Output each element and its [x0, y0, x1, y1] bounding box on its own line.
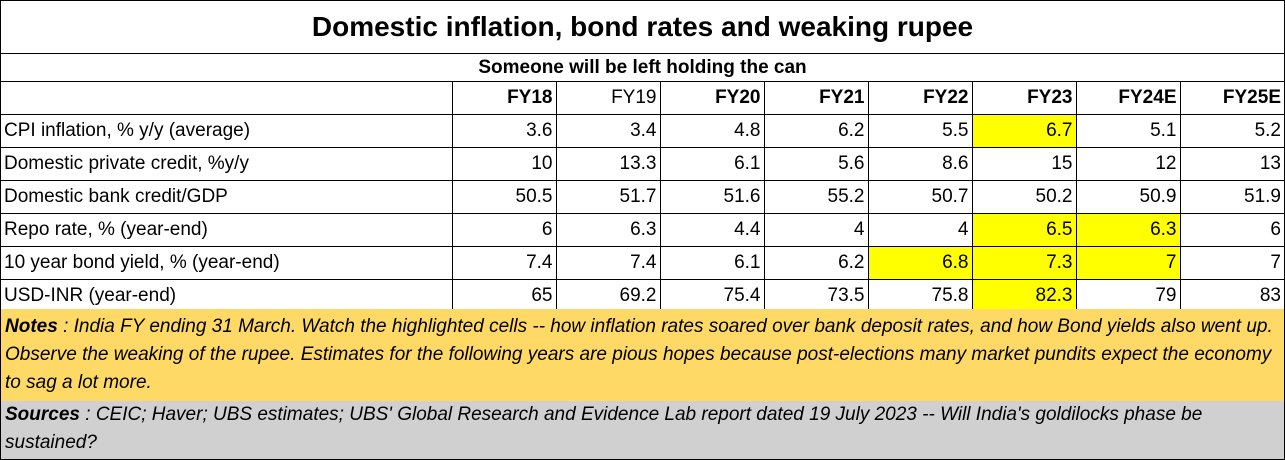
value-cell: 7.4	[451, 246, 557, 280]
header-label-cell	[1, 82, 453, 115]
column-header: FY22	[867, 82, 973, 115]
row-label: Repo rate, % (year-end)	[1, 213, 453, 247]
sources-lead: Sources	[5, 404, 80, 425]
value-cell: 51.6	[659, 180, 765, 214]
value-cell: 5.2	[1179, 114, 1284, 148]
value-cell: 13.3	[555, 147, 661, 181]
value-cell: 6.5	[971, 213, 1077, 247]
table-row: CPI inflation, % y/y (average) 3.6 3.4 4.8 6…	[1, 114, 1284, 148]
value-cell: 79	[1075, 279, 1181, 314]
table-row: USD-INR (year-end) 65 69.2 75.4 73.5 75.8 82.3…	[1, 279, 1284, 314]
value-cell: 55.2	[763, 180, 869, 214]
value-cell: 4.4	[659, 213, 765, 247]
value-cell: 69.2	[555, 279, 661, 314]
value-cell: 75.8	[867, 279, 973, 314]
table-row: 10 year bond yield, % (year-end) 7.4 7.4 6.…	[1, 246, 1284, 280]
value-cell: 50.2	[971, 180, 1077, 214]
value-cell: 51.9	[1179, 180, 1284, 214]
value-cell: 50.7	[867, 180, 973, 214]
notes-box: Notes : India FY ending 31 March. Watch …	[1, 309, 1284, 405]
header-row: FY18 FY19 FY20 FY21 FY22 FY23 FY24E FY25…	[1, 82, 1284, 115]
value-cell: 5.5	[867, 114, 973, 148]
column-header: FY21	[763, 82, 869, 115]
row-label: CPI inflation, % y/y (average)	[1, 114, 453, 148]
sources-box: Sources : CEIC; Haver; UBS estimates; UB…	[1, 401, 1284, 459]
value-cell: 6.3	[1075, 213, 1181, 247]
table-subtitle: Someone will be left holding the can	[1, 54, 1284, 82]
value-cell: 6.2	[763, 246, 869, 280]
value-cell: 51.7	[555, 180, 661, 214]
table-title: Domestic inflation, bond rates and weaki…	[1, 1, 1284, 54]
column-header: FY20	[659, 82, 765, 115]
sources-text: : CEIC; Haver; UBS estimates; UBS' Globa…	[5, 404, 1203, 453]
value-cell: 6.1	[659, 246, 765, 280]
value-cell: 15	[971, 147, 1077, 181]
value-cell: 7	[1075, 246, 1181, 280]
value-cell: 50.9	[1075, 180, 1181, 214]
value-cell: 6.1	[659, 147, 765, 181]
value-cell: 6.7	[971, 114, 1077, 148]
value-cell: 12	[1075, 147, 1181, 181]
value-cell: 4	[763, 213, 869, 247]
value-cell: 3.4	[555, 114, 661, 148]
table-row: Repo rate, % (year-end) 6 6.3 4.4 4 4 6.5 6.3 6	[1, 213, 1284, 247]
value-cell: 10	[451, 147, 557, 181]
table-row: Domestic private credit, %y/y 10 13.3 6.1 5.…	[1, 147, 1284, 181]
value-cell: 6.8	[867, 246, 973, 280]
value-cell: 7	[1179, 246, 1284, 280]
column-header: FY18	[451, 82, 557, 115]
notes-lead: Notes	[5, 316, 58, 337]
value-cell: 4.8	[659, 114, 765, 148]
value-cell: 82.3	[971, 279, 1077, 314]
notes-text: : India FY ending 31 March. Watch the hi…	[5, 316, 1273, 393]
column-header: FY19	[555, 82, 661, 115]
value-cell: 5.6	[763, 147, 869, 181]
table-row: Domestic bank credit/GDP 50.5 51.7 51.6 55.2…	[1, 180, 1284, 214]
column-header: FY23	[971, 82, 1077, 115]
value-cell: 3.6	[451, 114, 557, 148]
value-cell: 8.6	[867, 147, 973, 181]
row-label: USD-INR (year-end)	[1, 279, 453, 314]
table-body: CPI inflation, % y/y (average) 3.6 3.4 4.8 6…	[1, 114, 1284, 314]
column-header: FY24E	[1075, 82, 1181, 115]
value-cell: 4	[867, 213, 973, 247]
value-cell: 5.1	[1075, 114, 1181, 148]
value-cell: 7.4	[555, 246, 661, 280]
row-label: Domestic bank credit/GDP	[1, 180, 453, 214]
value-cell: 6.2	[763, 114, 869, 148]
data-table: FY18 FY19 FY20 FY21 FY22 FY23 FY24E FY25…	[1, 82, 1284, 314]
value-cell: 73.5	[763, 279, 869, 314]
value-cell: 6.3	[555, 213, 661, 247]
row-label: 10 year bond yield, % (year-end)	[1, 246, 453, 280]
value-cell: 6	[451, 213, 557, 247]
value-cell: 13	[1179, 147, 1284, 181]
row-label: Domestic private credit, %y/y	[1, 147, 453, 181]
value-cell: 75.4	[659, 279, 765, 314]
value-cell: 83	[1179, 279, 1284, 314]
column-header: FY25E	[1179, 82, 1284, 115]
value-cell: 7.3	[971, 246, 1077, 280]
value-cell: 50.5	[451, 180, 557, 214]
value-cell: 6	[1179, 213, 1284, 247]
value-cell: 65	[451, 279, 557, 314]
